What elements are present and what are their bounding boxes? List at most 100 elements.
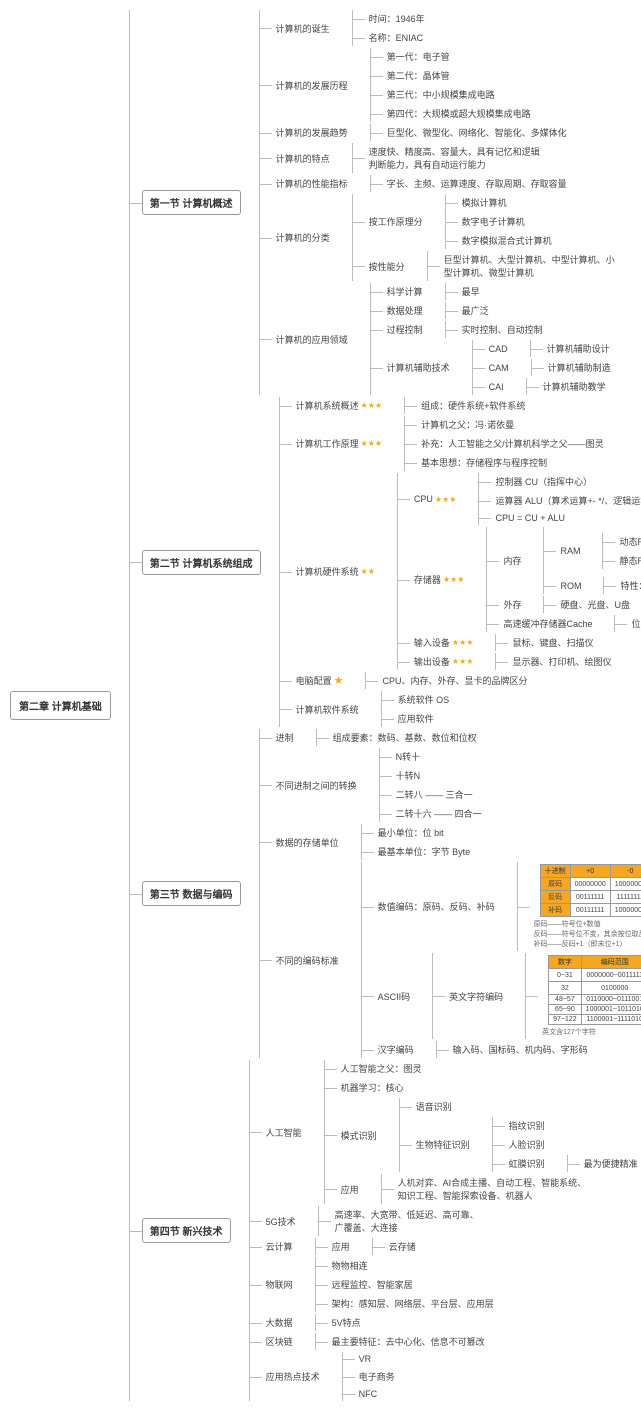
- s2-config-text: CPU、内存、外存、显卡的品牌区分: [378, 672, 531, 689]
- s4-pattern: 模式识别: [337, 1127, 381, 1144]
- s1-process-note: 实时控制、自动控制: [458, 321, 547, 338]
- s1-byprinciple: 按工作原理分: [365, 213, 427, 230]
- s2-father: 计算机之父：冯·诺依曼: [417, 416, 608, 433]
- root-label: 第二章 计算机基础: [10, 691, 111, 720]
- s1-cam: CAM: [485, 361, 513, 375]
- s1-birth: 计算机的诞生: [272, 20, 334, 37]
- s3-c2: 二转八 —— 三合一: [392, 786, 486, 803]
- s4-bigdata-text: 5V特点: [328, 1314, 365, 1331]
- s1-cai: CAI: [485, 380, 508, 394]
- root-node: 第二章 计算机基础 第一节 计算机概述 计算机的诞生 时间：1946年 名称：E…: [10, 10, 641, 1401]
- section-2: 第二节 计算机系统组成 计算机系统概述★★★ 组成：硬件系统+软件系统 计算机工…: [142, 397, 641, 727]
- s2-hardware: 计算机硬件系统★★: [292, 563, 379, 580]
- s1-gen2: 第二代：晶体管: [383, 67, 535, 84]
- s4-ai: 人工智能: [262, 1124, 306, 1141]
- s4-hotspot: 应用热点技术: [262, 1368, 324, 1385]
- s4-hs-1: 电子商务: [355, 1368, 399, 1385]
- s4-iot-a: 物物相连: [328, 1257, 498, 1274]
- s4-hs-0: VR: [355, 1352, 399, 1366]
- s1-science-note: 最早: [458, 283, 484, 300]
- s3-convert: 不同进制之间的转换: [272, 777, 361, 794]
- s4-cloud: 云计算: [262, 1238, 297, 1255]
- s4-blockchain: 区块链: [262, 1333, 297, 1350]
- s2-output-text: 显示器、打印机、绘图仪: [508, 653, 615, 670]
- star-icon: ★★★: [452, 638, 474, 647]
- star-icon: ★: [334, 674, 344, 687]
- s1-process: 过程控制: [383, 321, 427, 338]
- s2-output: 输出设备★★★: [410, 653, 478, 670]
- section-3: 第三节 数据与编码 进制 组成要素：数码、基数、数位和位权 不同进制之间的转换 …: [142, 729, 641, 1058]
- s1-cad: CAD: [485, 342, 512, 356]
- s1-cam-v: 计算机辅助制造: [544, 359, 615, 376]
- s1-bp-1: 数字电子计算机: [458, 213, 556, 230]
- s3-bit: 最小单位：位 bit: [374, 824, 475, 841]
- s2-ext: 外存: [499, 596, 525, 613]
- s4-5g-text: 高速率、大宽带、低延迟、高可靠、广覆盖、大连接: [331, 1206, 491, 1236]
- s4-bio-2: 虹膜识别: [505, 1155, 549, 1172]
- s2-config-label: 电脑配置: [296, 674, 332, 687]
- mindmap-root-container: 第二章 计算机基础 第一节 计算机概述 计算机的诞生 时间：1946年 名称：E…: [10, 10, 631, 1401]
- s3-ascii: ASCII码: [374, 988, 415, 1005]
- s2-input: 输入设备★★★: [410, 634, 478, 651]
- s1-aid: 计算机辅助技术: [383, 359, 454, 376]
- s2-storage-label: 存储器: [414, 573, 441, 586]
- section-3-title: 第三节 数据与编码: [142, 881, 241, 906]
- s2-overview-text: 组成：硬件系统+软件系统: [417, 397, 529, 414]
- s3-c1: 十转N: [392, 767, 486, 784]
- s2-software: 计算机软件系统: [292, 701, 363, 718]
- s2-rom: ROM: [556, 579, 585, 593]
- s4-blockchain-text: 最主要特征：去中心化、信息不可篡改: [328, 1333, 489, 1350]
- star-icon: ★★★: [361, 439, 383, 448]
- s1-data-note: 最广泛: [458, 302, 493, 319]
- s1-perf: 计算机的性能指标: [272, 175, 352, 192]
- section-1-title: 第一节 计算机概述: [142, 190, 241, 215]
- s4-iot-b: 远程监控、智能家居: [328, 1276, 498, 1293]
- s2-alu: 运算器 ALU（算术运算+- */、逻辑运算与或非）: [491, 492, 641, 509]
- s4-ml: 机器学习：核心: [337, 1079, 641, 1096]
- s3-encoding: 不同的编码标准: [272, 952, 343, 969]
- s4-iot-c: 架构：感知层、网络层、平台层、应用层: [328, 1295, 498, 1312]
- s4-5g: 5G技术: [262, 1213, 300, 1230]
- s3-radix-text: 组成要素：数码、基数、数位和位权: [329, 729, 481, 746]
- s3-byte: 最基本单位：字节 Byte: [374, 843, 475, 860]
- s2-cache-text: 位置：内存与CPU之间: [627, 615, 641, 632]
- s1-feature: 计算机的特点: [272, 150, 334, 167]
- s3-cn-text: 输入码、国标码、机内码、字形码: [449, 1041, 592, 1058]
- s2-cu: 控制器 CU（指挥中心）: [491, 473, 641, 490]
- s2-os: 系统软件 OS: [394, 691, 454, 708]
- s2-overview: 计算机系统概述★★★: [292, 397, 387, 414]
- star-icon: ★★★: [435, 495, 457, 504]
- s1-gen1: 第一代：电子管: [383, 48, 535, 65]
- star-icon: ★★★: [443, 575, 465, 584]
- s2-input-text: 鼠标、键盘、扫描仪: [508, 634, 597, 651]
- section-4-title: 第四节 新兴技术: [142, 1218, 231, 1243]
- s1-byperf: 按性能分: [365, 258, 409, 275]
- s1-data: 数据处理: [383, 302, 427, 319]
- s4-bio: 生物特征识别: [412, 1136, 474, 1153]
- s3-en: 英文字符编码: [445, 988, 507, 1005]
- s1-cai-v: 计算机辅助教学: [539, 378, 610, 395]
- s4-hs-2: NFC: [355, 1387, 399, 1401]
- s4-bio-1: 人脸识别: [505, 1136, 641, 1153]
- s1-trend-text: 巨型化、微型化、网络化、智能化、多媒体化: [383, 124, 571, 141]
- s2-dram: 动态RAM DRAM：主存: [615, 533, 641, 550]
- s1-gen4: 第四代：大规模或超大规模集成电路: [383, 105, 535, 122]
- s2-overview-label: 计算机系统概述: [296, 399, 359, 412]
- s2-config: 电脑配置★: [292, 672, 348, 689]
- star-icon: ★★★: [452, 657, 474, 666]
- s1-cad-v: 计算机辅助设计: [543, 340, 614, 357]
- s2-principle: 计算机工作原理★★★: [292, 435, 387, 452]
- s2-supp: 补充：人工智能之父/计算机科学之父——图灵: [417, 435, 608, 452]
- num-code-table: 十进制+0-0-76原码0000000010000000100001110000…: [540, 864, 641, 917]
- s2-cpu: CPU★★★: [410, 492, 461, 506]
- section-1: 第一节 计算机概述 计算机的诞生 时间：1946年 名称：ENIAC 计算机的发…: [142, 10, 641, 395]
- table-a-note: 原码——符号位+数值 反码——符号位不变，其余按位取反 补码——反码+1（即末位…: [534, 919, 641, 949]
- s2-rom-text: 特性：永久保存: [616, 577, 641, 594]
- s2-cpueq: CPU = CU + ALU: [491, 511, 641, 525]
- s3-c3: 二转十六 —— 四合一: [392, 805, 486, 822]
- star-icon: ★★: [361, 567, 375, 576]
- s3-c0: N转十: [392, 748, 486, 765]
- s2-hw-label: 计算机硬件系统: [296, 565, 359, 578]
- s1-birth-name: 名称：ENIAC: [365, 29, 429, 46]
- table-a-container: 十进制+0-0-76原码0000000010000000100001110000…: [530, 862, 641, 951]
